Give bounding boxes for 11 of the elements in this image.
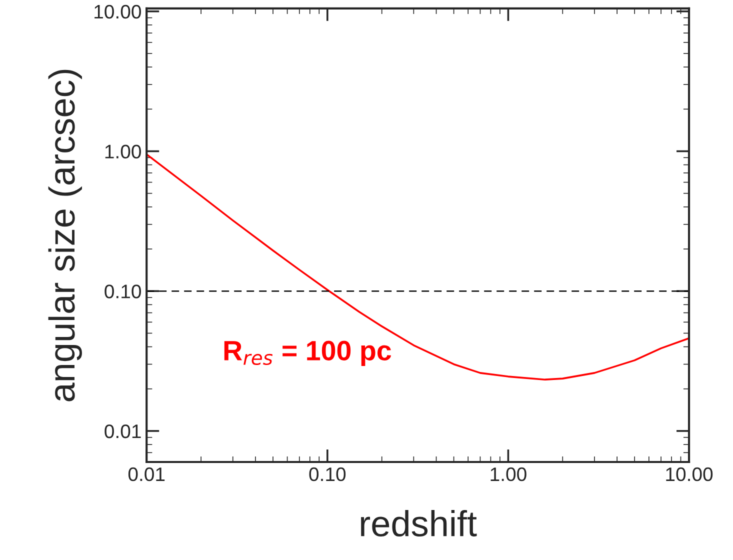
y-tick-label: 1.00 (105, 144, 141, 158)
y-tick-label: 0.01 (104, 424, 141, 438)
x-tick-label: 0.10 (309, 467, 346, 482)
y-axis-title: angular size (arcsec) (48, 70, 82, 402)
x-tick-label: 1.00 (490, 467, 526, 482)
annotation: R$_{res}$ = 100 pc (224, 340, 392, 366)
x-axis-title: redshift (361, 510, 477, 537)
x-tick-label: 10.00 (666, 467, 713, 482)
y-tick-label: 10.00 (94, 4, 141, 19)
y-tick-label: 0.10 (104, 284, 141, 298)
x-tick-label: 0.01 (128, 467, 165, 482)
